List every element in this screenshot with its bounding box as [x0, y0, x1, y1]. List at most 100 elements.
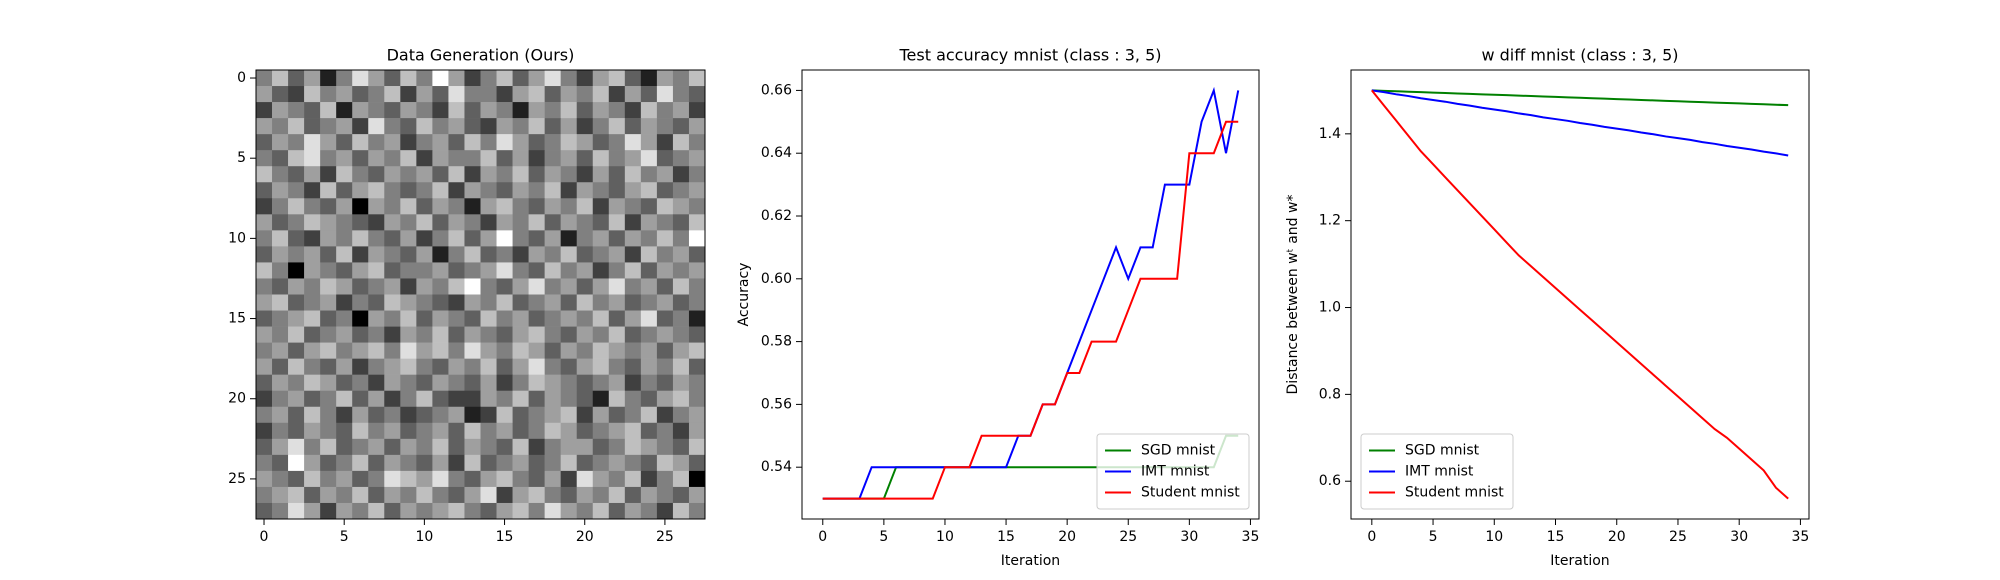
heatmap-cell	[544, 310, 561, 327]
heatmap-cell	[288, 230, 305, 247]
heatmap-cell	[256, 246, 273, 263]
heatmap-cell	[672, 118, 690, 135]
heatmap-cell	[576, 262, 594, 279]
heatmap-cell	[464, 326, 481, 343]
heatmap-cell	[416, 390, 433, 408]
heatmap-cell	[416, 438, 433, 456]
heatmap-cell	[320, 102, 337, 119]
heatmap-cell	[592, 102, 610, 119]
heatmap-cell	[304, 86, 321, 103]
heatmap-cell	[624, 198, 642, 215]
heatmap-cell	[656, 182, 674, 199]
heatmap-cell	[656, 422, 674, 440]
heatmap-cell	[528, 374, 545, 392]
heatmap-cell	[320, 390, 337, 408]
heatmap-cell	[416, 182, 433, 199]
x-tick-label: 25	[1669, 529, 1687, 545]
heatmap-cell	[448, 374, 465, 392]
heatmap-cell	[576, 230, 594, 247]
heatmap-cell	[336, 182, 353, 199]
heatmap-cell	[464, 230, 481, 247]
heatmap-cell	[640, 214, 658, 231]
heatmap-cell	[368, 502, 385, 520]
heatmap-cell	[656, 486, 674, 504]
heatmap-cell	[256, 454, 273, 472]
heatmap-cell	[304, 294, 321, 311]
heatmap-cell	[512, 86, 529, 103]
heatmap-cell	[496, 422, 513, 440]
heatmap-cell	[368, 134, 385, 151]
heatmap-cell	[496, 342, 513, 359]
heatmap-cell	[656, 342, 674, 359]
heatmap-cell	[368, 310, 385, 327]
heatmap-cell	[272, 134, 289, 151]
heatmap-cell	[336, 118, 353, 135]
heatmap-cell	[480, 422, 497, 440]
heatmap-cell	[512, 262, 529, 279]
heatmap-cell	[624, 246, 642, 263]
heatmap-cell	[464, 118, 481, 135]
heatmap-cell	[448, 102, 465, 119]
heatmap-cell	[672, 358, 690, 375]
heatmap-cell	[496, 454, 513, 472]
heatmap-cell	[624, 278, 642, 295]
heatmap-cell	[368, 102, 385, 119]
heatmap-cell	[464, 454, 481, 472]
heatmap-cell	[496, 86, 513, 103]
heatmap-cell	[288, 422, 305, 440]
heatmap-cell	[320, 342, 337, 359]
heatmap-cell	[656, 454, 674, 472]
heatmap-cell	[400, 182, 417, 199]
heatmap-cell	[576, 70, 594, 87]
heatmap-cell	[272, 198, 289, 215]
heatmap-cell	[560, 198, 578, 215]
heatmap-cell	[384, 390, 401, 408]
heatmap-cell	[288, 454, 305, 472]
heatmap-cell	[464, 358, 481, 375]
heatmap-cell	[608, 214, 626, 231]
heatmap-cell	[368, 358, 385, 375]
heatmap-cell	[272, 326, 289, 343]
heatmap-cell	[528, 102, 545, 119]
heatmap-cell	[352, 230, 369, 247]
heatmap-cell	[544, 278, 561, 295]
heatmap-cell	[336, 150, 353, 167]
heatmap-cell	[256, 230, 273, 247]
heatmap-cell	[672, 390, 690, 408]
heatmap-cell	[592, 134, 610, 151]
heatmap-cell	[416, 406, 433, 424]
heatmap-cell	[400, 422, 417, 440]
heatmap-cell	[544, 230, 561, 247]
heatmap-cell	[496, 470, 513, 488]
heatmap-cell	[304, 70, 321, 87]
heatmap-cell	[336, 374, 353, 392]
heatmap-cell	[256, 278, 273, 295]
heatmap-cell	[592, 70, 610, 87]
heatmap-cell	[544, 342, 561, 359]
heatmap-cell	[256, 326, 273, 343]
heatmap-cell	[560, 70, 578, 87]
heatmap-cell	[464, 278, 481, 295]
heatmap-cell	[464, 342, 481, 359]
heatmap-cell	[384, 406, 401, 424]
heatmap-cell	[384, 102, 401, 119]
heatmap-cell	[384, 326, 401, 343]
heatmap-cell	[560, 166, 578, 183]
heatmap-cell	[352, 422, 369, 440]
heatmap-cell	[288, 214, 305, 231]
heatmap-cell	[592, 182, 610, 199]
heatmap-cell	[432, 326, 449, 343]
heatmap-cell	[688, 230, 706, 247]
heatmap-cell	[272, 246, 289, 263]
heatmap-cell	[640, 70, 658, 87]
heatmap-cell	[416, 326, 433, 343]
heatmap-cell	[656, 310, 674, 327]
heatmap-cell	[384, 310, 401, 327]
x-tick-label: 20	[1608, 529, 1626, 545]
heatmap-cell	[672, 470, 690, 488]
heatmap-cell	[320, 134, 337, 151]
heatmap-cell	[560, 118, 578, 135]
heatmap-cell	[528, 454, 545, 472]
heatmap-cell	[352, 294, 369, 311]
heatmap-cell	[656, 390, 674, 408]
